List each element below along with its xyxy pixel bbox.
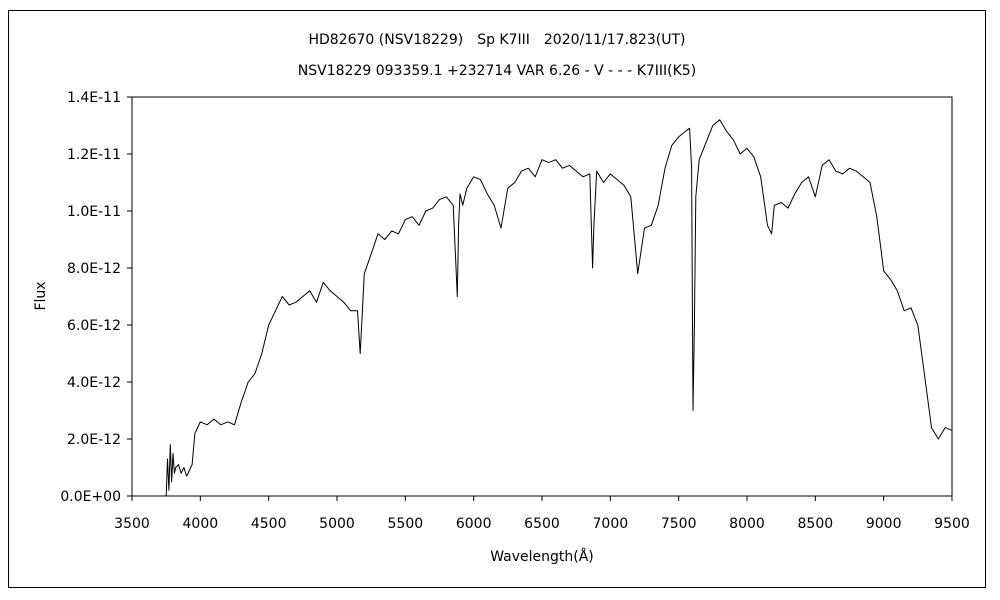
y-tick-label: 1.2E-11 [67, 147, 121, 163]
y-tick-label: 4.0E-12 [67, 375, 121, 391]
chart-subtitle: NSV18229 093359.1 +232714 VAR 6.26 - V -… [298, 63, 696, 79]
plot-area [131, 96, 953, 497]
x-tick-label: 9000 [866, 516, 902, 532]
x-tick-label: 7000 [593, 516, 629, 532]
y-tick-label: 1.4E-11 [67, 90, 121, 106]
y-tick-label: 8.0E-12 [67, 261, 121, 277]
y-tick-label: 0.0E+00 [60, 489, 121, 505]
series-line-0 [165, 119, 953, 497]
y-tick-label: 2.0E-12 [67, 432, 121, 448]
x-tick-label: 5500 [388, 516, 424, 532]
y-tick-label: 6.0E-12 [67, 318, 121, 334]
x-tick-label: 8000 [729, 516, 765, 532]
x-axis-label: Wavelength(Å) [490, 548, 594, 565]
axis-ticks: 3500 4000 4500 5000 5500 6000 6500 7000 7500 8000… [60, 90, 969, 532]
x-tick-label: 6000 [456, 516, 492, 532]
chart-title: HD82670 (NSV18229) Sp K7III 2020/11/17.8… [309, 32, 686, 48]
x-tick-label: 4000 [183, 516, 219, 532]
x-tick-label: 6500 [524, 516, 560, 532]
y-tick-label: 1.0E-11 [67, 204, 121, 220]
y-axis-label: Flux [33, 281, 49, 310]
x-tick-label: 9500 [934, 516, 970, 532]
x-tick-label: 3500 [114, 516, 150, 532]
x-tick-label: 8500 [798, 516, 834, 532]
x-tick-label: 7500 [661, 516, 697, 532]
x-tick-label: 5000 [319, 516, 355, 532]
x-tick-label: 4500 [251, 516, 287, 532]
series-group [165, 119, 953, 497]
